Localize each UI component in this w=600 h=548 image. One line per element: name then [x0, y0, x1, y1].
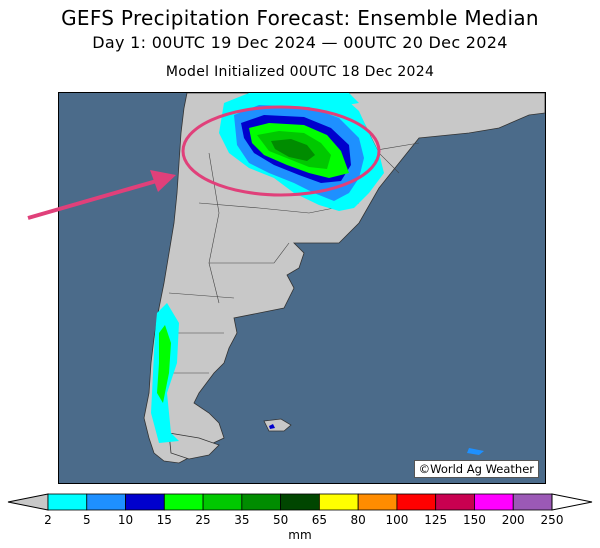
colorbar-tick-label: 125: [424, 513, 448, 527]
colorbar-tick-label: 65: [311, 513, 328, 527]
colorbar: [7, 493, 593, 511]
colorbar-tick-label: 200: [501, 513, 525, 527]
colorbar-swatch: [280, 493, 320, 511]
colorbar-swatch: [318, 493, 359, 511]
colorbar-swatch: [512, 493, 553, 511]
colorbar-tick-label: 2: [44, 513, 52, 527]
precip-spot-falklands: [269, 424, 275, 429]
colorbar-swatch: [125, 493, 165, 511]
precip-15-25mm-patagonia: [157, 325, 171, 403]
colorbar-tick-label: 50: [272, 513, 289, 527]
precip-spot-south: [467, 448, 484, 455]
colorbar-tick-label: 15: [156, 513, 172, 527]
colorbar-swatch: [202, 493, 243, 511]
map-credit: ©World Ag Weather: [413, 460, 539, 478]
colorbar-tick-label: 100: [385, 513, 409, 527]
map-title: GEFS Precipitation Forecast: Ensemble Me…: [61, 6, 539, 30]
colorbar-tick-label: 35: [234, 513, 250, 527]
forecast-period: Day 1: 00UTC 19 Dec 2024 — 00UTC 20 Dec …: [92, 33, 508, 52]
land-tierra-del-fuego: [168, 432, 220, 460]
colorbar-tick-label: 10: [117, 513, 134, 527]
colorbar-swatch: [86, 493, 126, 511]
colorbar-tick-label: 25: [195, 513, 211, 527]
colorbar-swatch: [396, 493, 437, 511]
colorbar-tick-label: 150: [463, 513, 486, 527]
colorbar-over: [551, 493, 593, 511]
colorbar-tick-label: 250: [540, 513, 564, 527]
precip-2-5mm-north: [299, 93, 359, 108]
colorbar-units: mm: [288, 528, 312, 542]
precipitation-map: ©World Ag Weather: [58, 92, 546, 484]
land-south-america: [143, 93, 545, 464]
colorbar-tick-label: 80: [350, 513, 366, 527]
colorbar-swatch: [474, 493, 514, 511]
model-init-time: Model Initialized 00UTC 18 Dec 2024: [165, 64, 435, 80]
colorbar-tick-label: 5: [82, 513, 91, 527]
colorbar-swatch: [163, 493, 204, 511]
highlight-ellipse: [181, 105, 381, 197]
colorbar-swatch: [241, 493, 282, 511]
colorbar-under: [7, 493, 49, 511]
map-canvas: [143, 93, 545, 464]
colorbar-swatch: [357, 493, 398, 511]
colorbar-swatch: [435, 493, 475, 511]
precip-35-50mm: [271, 139, 315, 161]
colorbar-swatch: [47, 493, 88, 511]
